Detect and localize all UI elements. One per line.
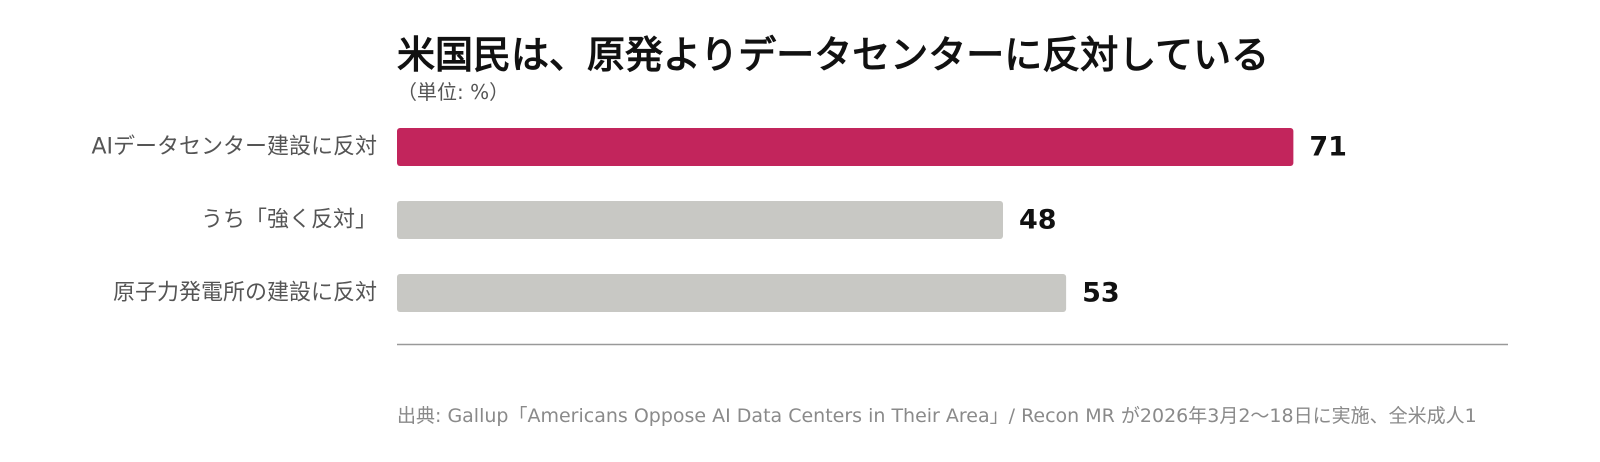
bar xyxy=(397,274,1067,312)
category-label: AIデータセンター建設に反対 xyxy=(91,135,377,160)
value-label: 53 xyxy=(1082,278,1120,309)
value-label: 48 xyxy=(1019,205,1057,236)
bar xyxy=(397,201,1003,239)
chart-title: 米国民は、原発よりデータセンターに反対している xyxy=(397,33,1270,77)
category-label: うち「強く反対」 xyxy=(201,208,377,233)
source-note: 出典: Gallup「Americans Oppose AI Data Cent… xyxy=(397,405,1477,427)
value-label: 71 xyxy=(1309,132,1347,163)
bar xyxy=(397,128,1294,166)
chart-unit-label: （単位: %） xyxy=(397,80,510,104)
category-label: 原子力発電所の建設に反対 xyxy=(113,281,377,306)
